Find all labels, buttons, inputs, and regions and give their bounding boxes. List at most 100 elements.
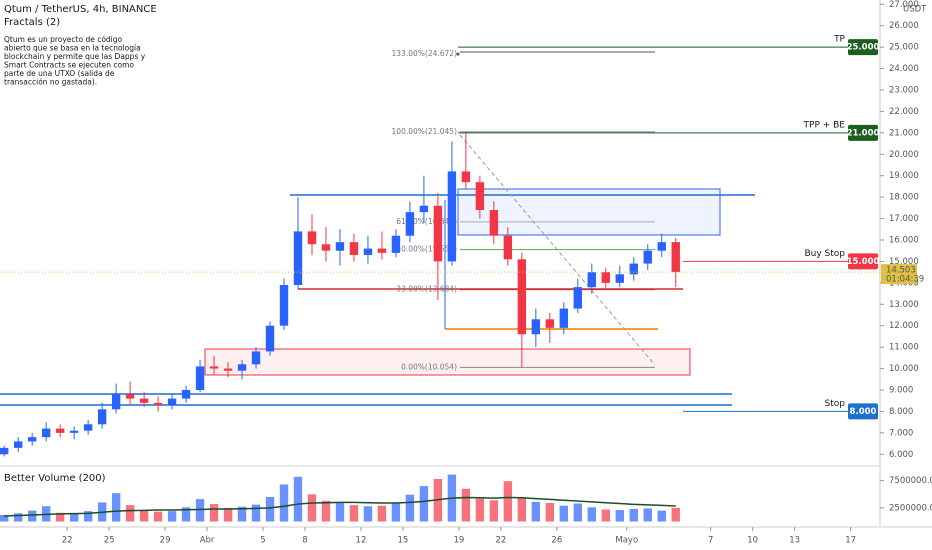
level-name: Buy Stop bbox=[804, 249, 845, 259]
level-name: Stop bbox=[825, 399, 846, 409]
candle-body bbox=[587, 272, 596, 288]
candle-body bbox=[223, 368, 233, 371]
volume-bar bbox=[349, 505, 359, 522]
y-tick-label: 10.000 bbox=[889, 364, 919, 374]
level-tag-label: 25.000 bbox=[847, 43, 880, 53]
volume-bar bbox=[503, 481, 513, 522]
y-tick-label: 15.000 bbox=[889, 257, 919, 267]
candle-body bbox=[447, 171, 457, 262]
candle-body bbox=[433, 205, 443, 262]
level-name: TPP + BE bbox=[803, 120, 846, 130]
volume-bar bbox=[671, 507, 680, 522]
y-tick-label: 13.000 bbox=[889, 300, 919, 310]
candle-body bbox=[167, 398, 177, 405]
candle-body bbox=[307, 231, 317, 245]
fib-point bbox=[456, 52, 460, 56]
y-tick-label: 25.000 bbox=[889, 43, 919, 53]
y-tick-label: 19.000 bbox=[889, 171, 919, 181]
candle-body bbox=[559, 308, 569, 328]
candle-body bbox=[503, 235, 513, 260]
candle-body bbox=[279, 285, 289, 326]
volume-bar bbox=[27, 510, 37, 522]
candle-body bbox=[461, 171, 471, 183]
candle-body bbox=[83, 424, 93, 431]
last-price-label: 14.503 bbox=[886, 266, 916, 276]
y-tick-label: 7.000 bbox=[889, 428, 913, 438]
x-tick-label: 17 bbox=[845, 536, 856, 546]
y-tick-label: 6.000 bbox=[889, 450, 913, 460]
volume-bar bbox=[629, 508, 638, 522]
candle-body bbox=[69, 430, 79, 433]
candle-body bbox=[111, 394, 121, 410]
y-tick-label: 21.000 bbox=[889, 128, 919, 138]
description-line: Qtum es un proyecto de código bbox=[4, 35, 123, 44]
level-tag bbox=[848, 253, 878, 270]
volume-bar bbox=[615, 510, 624, 522]
candle-body bbox=[657, 242, 666, 251]
volume-bar bbox=[587, 507, 596, 522]
volume-bar bbox=[307, 494, 317, 522]
y-unit: USDT bbox=[903, 5, 927, 15]
candle-body bbox=[531, 319, 541, 335]
candle-body bbox=[363, 248, 373, 255]
y-tick-label: 8.000 bbox=[889, 407, 913, 417]
volume-bar bbox=[559, 505, 569, 522]
volume-bar bbox=[391, 502, 401, 522]
candle-body bbox=[629, 263, 638, 275]
level-tag bbox=[848, 403, 878, 420]
volume-bar bbox=[251, 504, 261, 522]
y-tick-label: 16.000 bbox=[889, 236, 919, 246]
x-tick-label: 26 bbox=[551, 536, 562, 546]
x-tick-label: 25 bbox=[104, 536, 115, 546]
candle-body bbox=[55, 428, 65, 433]
y-tick-label: 11.000 bbox=[889, 343, 919, 353]
volume-bar bbox=[293, 476, 303, 522]
volume-bar bbox=[279, 484, 289, 522]
candle-body bbox=[601, 272, 610, 283]
y-tick-label: 23.000 bbox=[889, 86, 919, 96]
volume-bar bbox=[195, 499, 205, 522]
y-tick-label: 27.000 bbox=[889, 0, 919, 10]
x-tick-label: 15 bbox=[398, 536, 409, 546]
candle-body bbox=[27, 437, 37, 442]
volume-bar bbox=[657, 510, 666, 522]
volume-bar bbox=[0, 514, 9, 522]
description-line: abierto que se basa en la tecnología bbox=[4, 44, 141, 53]
drawings bbox=[0, 51, 755, 406]
x-tick-label: 19 bbox=[453, 536, 464, 546]
demand-zone bbox=[204, 348, 691, 376]
volume-bar bbox=[321, 500, 331, 522]
description-line: Smart Contracts se ejecuten como bbox=[4, 61, 134, 70]
candle-body bbox=[13, 441, 23, 448]
symbol: Qtum / TetherUS, 4h, BINANCE bbox=[4, 4, 157, 15]
x-tick-label: 12 bbox=[356, 536, 367, 546]
volume-bar bbox=[545, 502, 555, 522]
y-tick-label: 20.000 bbox=[889, 150, 919, 160]
candle-body bbox=[489, 210, 499, 236]
candle-body bbox=[195, 366, 205, 390]
volume-tick-label: 7500000.000 bbox=[889, 476, 932, 486]
description-line: blockchain y permite que las Dapps y bbox=[4, 52, 146, 61]
fib-label: 100.00%(21.045) bbox=[392, 127, 458, 136]
volume-bar bbox=[475, 498, 485, 522]
volume-bar bbox=[405, 494, 415, 522]
candle-body bbox=[475, 182, 485, 210]
volume-bar bbox=[13, 513, 23, 522]
level-tag-label: 21.000 bbox=[847, 128, 880, 138]
candle-body bbox=[419, 205, 429, 213]
volume-bar bbox=[489, 500, 499, 522]
description-line: transacción no gastada). bbox=[4, 78, 97, 87]
volume-bar bbox=[335, 502, 345, 522]
countdown: 01:04:39 bbox=[886, 275, 924, 285]
level-name: TP bbox=[833, 35, 845, 45]
candle-body bbox=[181, 390, 191, 399]
volume-bar bbox=[601, 509, 610, 522]
x-tick-label: 29 bbox=[160, 536, 171, 546]
volume-bar bbox=[531, 501, 541, 522]
candle-body bbox=[573, 287, 583, 309]
volume-bar bbox=[461, 488, 471, 522]
volume-bar bbox=[181, 507, 191, 522]
candle-body bbox=[153, 402, 163, 405]
